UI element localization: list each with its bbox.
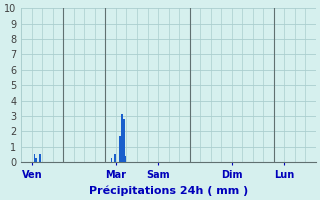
Bar — [114, 154, 116, 162]
Bar — [34, 154, 35, 162]
Bar — [125, 156, 126, 162]
Bar — [35, 158, 37, 162]
Bar — [123, 119, 125, 162]
Bar — [39, 154, 41, 162]
X-axis label: Précipitations 24h ( mm ): Précipitations 24h ( mm ) — [89, 185, 248, 196]
Bar — [111, 158, 112, 162]
Bar — [119, 136, 121, 162]
Bar — [121, 114, 123, 162]
